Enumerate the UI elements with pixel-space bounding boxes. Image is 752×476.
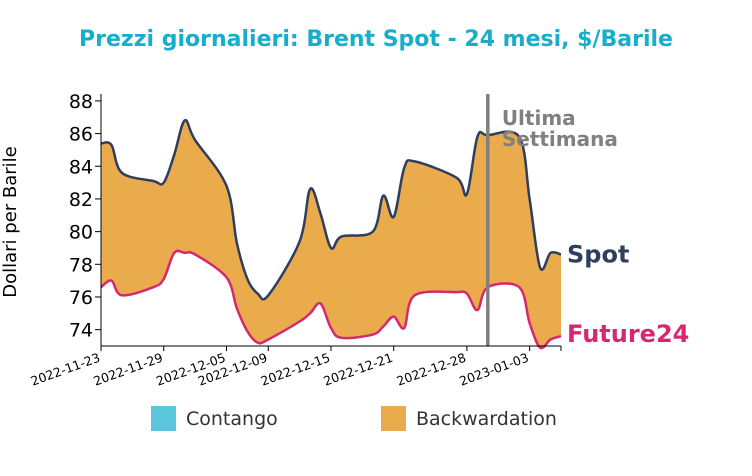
y-tick-label: 86 (69, 124, 93, 146)
x-tick-label: 2022-11-23 (29, 350, 102, 389)
y-axis-label: Dollari per Barile (0, 146, 21, 298)
y-tick-label: 74 (69, 320, 93, 342)
x-tick-label: 2022-12-28 (395, 350, 468, 389)
y-tick-label: 88 (69, 91, 93, 113)
future24-end-label: Future24 (567, 320, 689, 348)
x-tick-label: 2022-11-29 (91, 350, 164, 389)
legend-swatch-contango (151, 406, 176, 431)
chart-title: Prezzi giornalieri: Brent Spot - 24 mesi… (79, 27, 673, 52)
last-week-label: Ultima Settimana (502, 106, 618, 151)
x-tick-label: 2022-12-15 (259, 350, 332, 389)
legend-swatch-backwardation (381, 406, 406, 431)
legend-label-backwardation: Backwardation (416, 408, 557, 430)
y-tick-label: 76 (69, 287, 93, 309)
y-tick-label: 82 (69, 189, 93, 211)
legend-label-contango: Contango (186, 408, 278, 430)
y-tick-label: 84 (69, 156, 93, 178)
y-tick-label: 78 (69, 254, 93, 276)
spot-end-label: Spot (567, 240, 629, 268)
plot-area: Ultima Settimana 74 76 78 80 82 84 86 88 2022-11-2… (29, 91, 689, 431)
x-tick-label: 2022-12-21 (321, 350, 394, 389)
x-tick-label: 2023-01-03 (457, 350, 530, 389)
y-tick-label: 80 (69, 222, 93, 244)
backwardation-fill (101, 120, 561, 349)
